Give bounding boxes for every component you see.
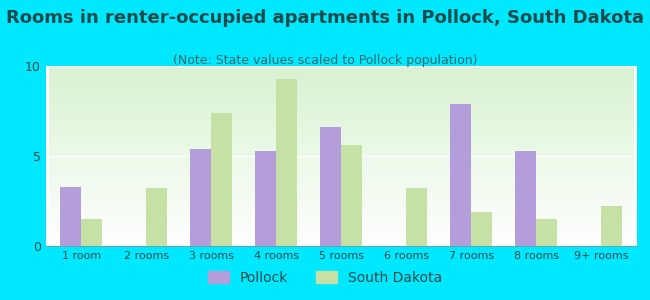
Legend: Pollock, South Dakota: Pollock, South Dakota xyxy=(202,265,448,290)
Text: Rooms in renter-occupied apartments in Pollock, South Dakota: Rooms in renter-occupied apartments in P… xyxy=(6,9,644,27)
Bar xyxy=(81,219,102,246)
Text: (Note: State values scaled to Pollock population): (Note: State values scaled to Pollock po… xyxy=(173,54,477,67)
Bar xyxy=(471,212,492,246)
Bar xyxy=(190,149,211,246)
Bar xyxy=(450,104,471,246)
Bar xyxy=(146,188,167,246)
Bar xyxy=(320,127,341,246)
Bar xyxy=(406,188,427,246)
Bar xyxy=(536,219,557,246)
Bar xyxy=(276,79,297,246)
Bar xyxy=(255,151,276,246)
Bar xyxy=(60,187,81,246)
Bar xyxy=(211,113,232,246)
Bar xyxy=(601,206,622,246)
Bar xyxy=(515,151,536,246)
Bar xyxy=(341,145,362,246)
